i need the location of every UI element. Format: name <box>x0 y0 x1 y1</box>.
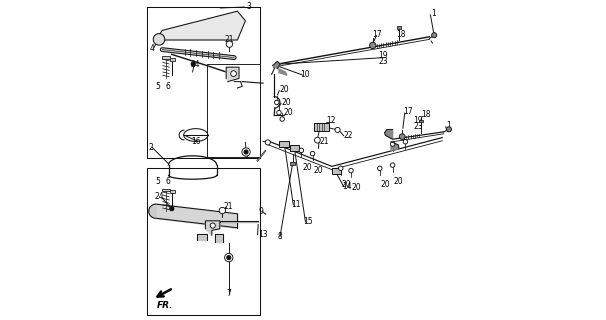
Text: 23: 23 <box>378 57 388 66</box>
Polygon shape <box>385 130 393 139</box>
Circle shape <box>310 151 315 156</box>
Polygon shape <box>198 234 207 240</box>
Text: 15: 15 <box>304 217 313 226</box>
Circle shape <box>349 168 353 173</box>
Circle shape <box>225 253 233 262</box>
Text: 17: 17 <box>372 30 381 39</box>
FancyBboxPatch shape <box>147 7 261 158</box>
Polygon shape <box>391 142 399 150</box>
Text: 1: 1 <box>447 121 451 130</box>
Text: 11: 11 <box>291 200 301 209</box>
Bar <box>162 189 170 191</box>
Text: 22: 22 <box>344 131 353 140</box>
Circle shape <box>170 207 174 211</box>
Text: 4: 4 <box>150 44 155 52</box>
Circle shape <box>244 150 248 154</box>
Text: 21: 21 <box>319 137 328 146</box>
Text: 20: 20 <box>341 180 351 189</box>
Text: 18: 18 <box>396 30 406 39</box>
Text: 7: 7 <box>226 289 231 298</box>
Circle shape <box>275 100 279 105</box>
Text: 13: 13 <box>258 230 268 239</box>
Text: 24: 24 <box>190 60 200 68</box>
Circle shape <box>277 110 281 115</box>
Bar <box>170 58 175 61</box>
Text: 5: 5 <box>156 177 161 186</box>
Circle shape <box>231 71 236 76</box>
Circle shape <box>315 137 321 143</box>
Circle shape <box>210 223 215 228</box>
Text: 19: 19 <box>413 116 423 125</box>
Text: 21: 21 <box>224 202 233 211</box>
Circle shape <box>399 134 405 140</box>
Polygon shape <box>279 69 287 75</box>
Polygon shape <box>226 67 239 82</box>
Circle shape <box>191 62 195 66</box>
Polygon shape <box>273 61 280 69</box>
Circle shape <box>378 166 382 171</box>
Text: 6: 6 <box>165 177 170 186</box>
Text: FR.: FR. <box>157 301 174 310</box>
Circle shape <box>390 163 395 167</box>
FancyBboxPatch shape <box>207 64 260 157</box>
Circle shape <box>335 127 340 132</box>
Text: 21: 21 <box>225 35 234 44</box>
Circle shape <box>431 33 437 38</box>
Circle shape <box>226 41 233 47</box>
Circle shape <box>242 148 250 156</box>
Circle shape <box>280 117 284 121</box>
Text: 3: 3 <box>246 2 251 11</box>
Text: 18: 18 <box>421 110 431 119</box>
Text: 24: 24 <box>154 192 164 201</box>
Bar <box>170 190 175 193</box>
Text: 19: 19 <box>378 51 388 60</box>
Text: 17: 17 <box>403 107 413 116</box>
Circle shape <box>299 148 304 153</box>
Text: 20: 20 <box>281 98 291 107</box>
Circle shape <box>403 140 408 144</box>
Circle shape <box>370 42 376 49</box>
Circle shape <box>390 142 395 146</box>
Bar <box>290 162 295 165</box>
Text: 16: 16 <box>191 137 201 146</box>
Polygon shape <box>205 221 220 235</box>
Circle shape <box>265 140 270 145</box>
Circle shape <box>219 207 225 214</box>
Circle shape <box>447 127 451 132</box>
Text: 9: 9 <box>259 207 264 216</box>
Text: 8: 8 <box>278 232 282 241</box>
Polygon shape <box>148 204 156 218</box>
Text: 10: 10 <box>300 70 310 79</box>
Text: 5: 5 <box>156 82 161 91</box>
Text: 20: 20 <box>313 166 323 175</box>
Text: 20: 20 <box>302 163 312 172</box>
Text: 20: 20 <box>284 108 293 116</box>
Text: 7: 7 <box>245 151 250 160</box>
Text: 2: 2 <box>148 143 153 152</box>
Bar <box>279 141 289 147</box>
Text: 23: 23 <box>413 122 423 131</box>
Circle shape <box>153 34 165 45</box>
Bar <box>162 56 170 59</box>
Text: 12: 12 <box>326 116 336 125</box>
Circle shape <box>227 256 231 260</box>
Text: 20: 20 <box>393 177 403 186</box>
Bar <box>397 26 401 29</box>
Text: 1: 1 <box>431 9 436 18</box>
Text: 20: 20 <box>351 183 361 192</box>
Text: 20: 20 <box>280 85 290 94</box>
Circle shape <box>339 166 343 171</box>
Bar <box>419 120 423 122</box>
Text: 6: 6 <box>165 82 170 91</box>
Polygon shape <box>215 234 223 242</box>
Bar <box>332 168 341 174</box>
Text: 20: 20 <box>381 180 390 189</box>
Bar <box>290 145 299 151</box>
Text: 14: 14 <box>342 182 351 191</box>
Polygon shape <box>156 11 245 40</box>
FancyBboxPatch shape <box>147 168 261 315</box>
Bar <box>314 123 328 131</box>
